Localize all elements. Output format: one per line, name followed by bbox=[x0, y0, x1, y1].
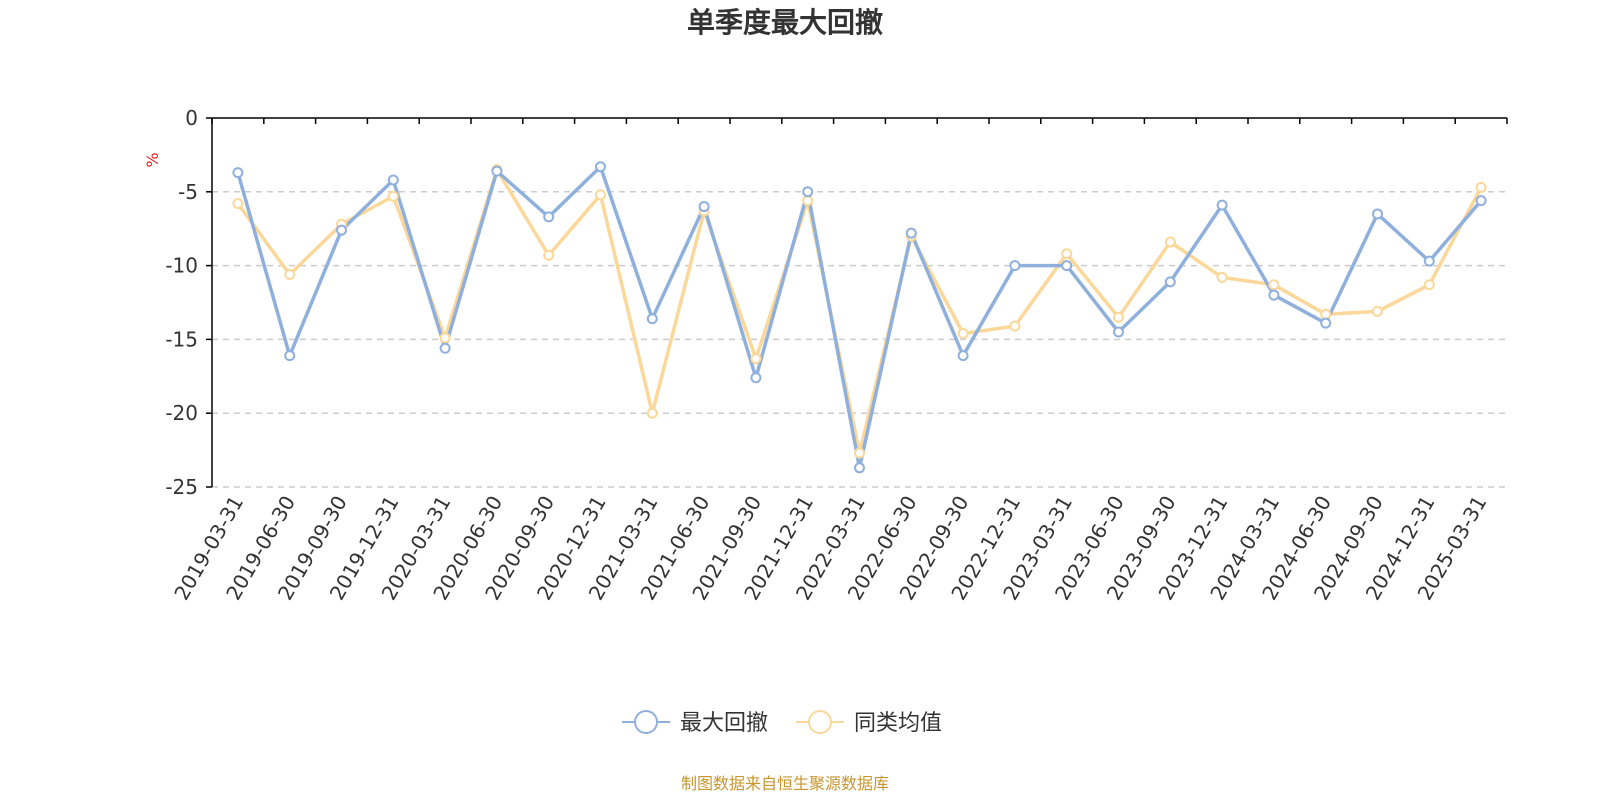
data-point[interactable] bbox=[1320, 317, 1332, 329]
data-point[interactable] bbox=[232, 167, 244, 179]
data-point[interactable] bbox=[1216, 271, 1228, 283]
data-point[interactable] bbox=[1061, 260, 1073, 272]
data-point[interactable] bbox=[1113, 311, 1124, 323]
data-point[interactable] bbox=[232, 198, 244, 210]
data-point[interactable] bbox=[1164, 236, 1176, 248]
grid-lines bbox=[212, 191, 1507, 488]
data-point[interactable] bbox=[595, 189, 606, 201]
data-point[interactable] bbox=[439, 342, 451, 354]
y-tick-label: -15 bbox=[165, 327, 198, 351]
data-point[interactable] bbox=[802, 186, 814, 198]
data-point[interactable] bbox=[750, 353, 762, 365]
data-point[interactable] bbox=[1423, 279, 1435, 291]
data-point[interactable] bbox=[646, 313, 658, 325]
legend-marker-icon bbox=[634, 710, 658, 734]
data-point[interactable] bbox=[1113, 326, 1124, 338]
y-tick-label: -20 bbox=[165, 401, 198, 425]
data-point[interactable] bbox=[387, 190, 399, 202]
data-point[interactable] bbox=[543, 211, 555, 223]
legend-marker-icon bbox=[808, 710, 832, 734]
y-tick-label: -10 bbox=[165, 254, 198, 278]
data-point[interactable] bbox=[854, 462, 865, 474]
data-point[interactable] bbox=[284, 350, 296, 362]
data-point[interactable] bbox=[284, 268, 296, 280]
data-point[interactable] bbox=[957, 327, 969, 339]
data-point[interactable] bbox=[595, 161, 606, 173]
axes bbox=[211, 117, 1507, 487]
data-point[interactable] bbox=[543, 249, 555, 261]
data-point[interactable] bbox=[750, 372, 762, 384]
data-point[interactable] bbox=[1475, 181, 1487, 193]
series-line-1 bbox=[236, 164, 1483, 470]
data-point[interactable] bbox=[439, 332, 451, 344]
data-point[interactable] bbox=[1164, 276, 1176, 288]
data-point[interactable] bbox=[802, 195, 814, 207]
data-point[interactable] bbox=[646, 407, 658, 419]
y-tick-label: -25 bbox=[165, 475, 198, 499]
data-point[interactable] bbox=[1372, 208, 1383, 220]
legend-label: 同类均值 bbox=[854, 711, 942, 736]
data-point[interactable] bbox=[336, 224, 347, 236]
data-point[interactable] bbox=[1216, 199, 1228, 211]
series-line-2 bbox=[236, 167, 1483, 455]
y-axis-ticks: 0 -5 -10 -15 -20 -25 bbox=[165, 106, 212, 499]
data-point[interactable] bbox=[1320, 308, 1332, 320]
data-point[interactable] bbox=[1268, 289, 1280, 301]
legend-item-2[interactable]: 同类均值 bbox=[796, 710, 942, 736]
data-point[interactable] bbox=[698, 201, 710, 213]
data-point[interactable] bbox=[905, 227, 917, 239]
data-point[interactable] bbox=[1061, 248, 1073, 260]
data-point[interactable] bbox=[1423, 255, 1435, 267]
chart-title: 单季度最大回撤 bbox=[687, 6, 883, 39]
data-point[interactable] bbox=[1009, 320, 1021, 332]
y-tick-label: 0 bbox=[185, 106, 198, 130]
data-point[interactable] bbox=[854, 447, 865, 459]
legend-item-1[interactable]: 最大回撤 bbox=[622, 710, 768, 736]
data-point[interactable] bbox=[1268, 279, 1280, 291]
series-lines bbox=[236, 164, 1483, 470]
series-points bbox=[232, 161, 1487, 474]
data-point[interactable] bbox=[1009, 260, 1021, 272]
data-point[interactable] bbox=[1475, 195, 1487, 207]
data-point[interactable] bbox=[387, 174, 399, 186]
legend[interactable]: 最大回撤 同类均值 bbox=[622, 710, 942, 736]
y-tick-label: -5 bbox=[178, 180, 198, 204]
legend-label: 最大回撤 bbox=[680, 711, 768, 736]
data-point[interactable] bbox=[1372, 305, 1383, 317]
y-axis-unit: % bbox=[143, 152, 162, 167]
data-point[interactable] bbox=[957, 350, 969, 362]
source-note: 制图数据来自恒生聚源数据库 bbox=[681, 774, 889, 793]
data-point[interactable] bbox=[491, 165, 503, 177]
